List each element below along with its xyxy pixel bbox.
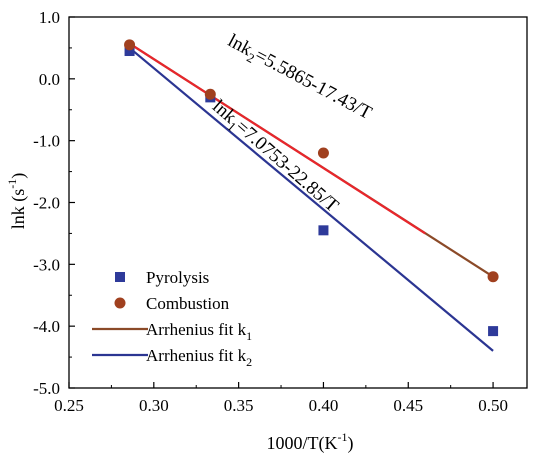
combustion-point xyxy=(204,88,216,100)
legend-label-subscript: 2 xyxy=(246,355,252,369)
x-tick-label: 0.40 xyxy=(309,396,339,415)
combustion-point xyxy=(317,147,329,159)
combustion-point xyxy=(124,39,136,51)
x-axis-title-sup: -1 xyxy=(338,430,348,444)
legend-label: Arrhenius fit k2 xyxy=(146,346,252,369)
y-axis-title-end: ) xyxy=(8,173,29,179)
legend-label: Arrhenius fit k1 xyxy=(146,320,252,343)
y-tick-label: -4.0 xyxy=(33,317,60,336)
y-axis-title: lnk (s-1) xyxy=(5,173,29,230)
ticks: 0.25 0.30 0.35 0.40 0.45 0.50 1.0 0.0 -1.0 -2.0 -3… xyxy=(33,8,508,415)
legend-label-text: Arrhenius fit k xyxy=(146,346,247,365)
series xyxy=(124,39,499,352)
x-tick-label: 0.35 xyxy=(224,396,254,415)
x-tick-label: 0.25 xyxy=(54,396,84,415)
legend-marker-combustion xyxy=(114,297,126,309)
y-tick-label: -2.0 xyxy=(33,194,60,213)
y-axis-title-main: lnk (s xyxy=(8,189,29,230)
legend-label: Pyrolysis xyxy=(146,268,209,287)
fit-line-k2 xyxy=(128,47,494,352)
equation-body: =7.0753-22.85/T xyxy=(231,116,342,217)
legend-label: Combustion xyxy=(146,294,230,313)
y-tick-label: -5.0 xyxy=(33,379,60,398)
fit-line-overlay-0 xyxy=(128,42,426,235)
equation-body: =5.5865-17.43/T xyxy=(251,45,375,124)
y-tick-label: -3.0 xyxy=(33,255,60,274)
x-tick-label: 0.30 xyxy=(139,396,169,415)
equation-label-k2: lnk2=5.5865-17.43/T xyxy=(223,30,376,126)
pyrolysis-point xyxy=(124,46,135,57)
legend-marker-pyrolysis xyxy=(115,272,125,282)
x-tick-label: 0.45 xyxy=(393,396,423,415)
y-tick-label: 0.0 xyxy=(39,70,60,89)
y-tick-label: 1.0 xyxy=(39,8,60,27)
legend-label-text: Arrhenius fit k xyxy=(146,320,247,339)
x-axis-title-end: ) xyxy=(348,433,354,454)
legend-label-subscript: 1 xyxy=(246,329,252,343)
x-tick-label: 0.50 xyxy=(478,396,508,415)
y-tick-label: -1.0 xyxy=(33,132,60,151)
pyrolysis-point xyxy=(318,225,329,236)
legend-label-text: Combustion xyxy=(146,294,230,313)
combustion-point xyxy=(487,271,499,283)
legend-label-text: Pyrolysis xyxy=(146,268,209,287)
pyrolysis-point xyxy=(488,326,499,337)
y-axis-title-sup: -1 xyxy=(5,179,19,189)
x-axis-title: 1000/T(K-1) xyxy=(267,430,354,454)
x-axis-title-main: 1000/T(K xyxy=(267,433,338,454)
